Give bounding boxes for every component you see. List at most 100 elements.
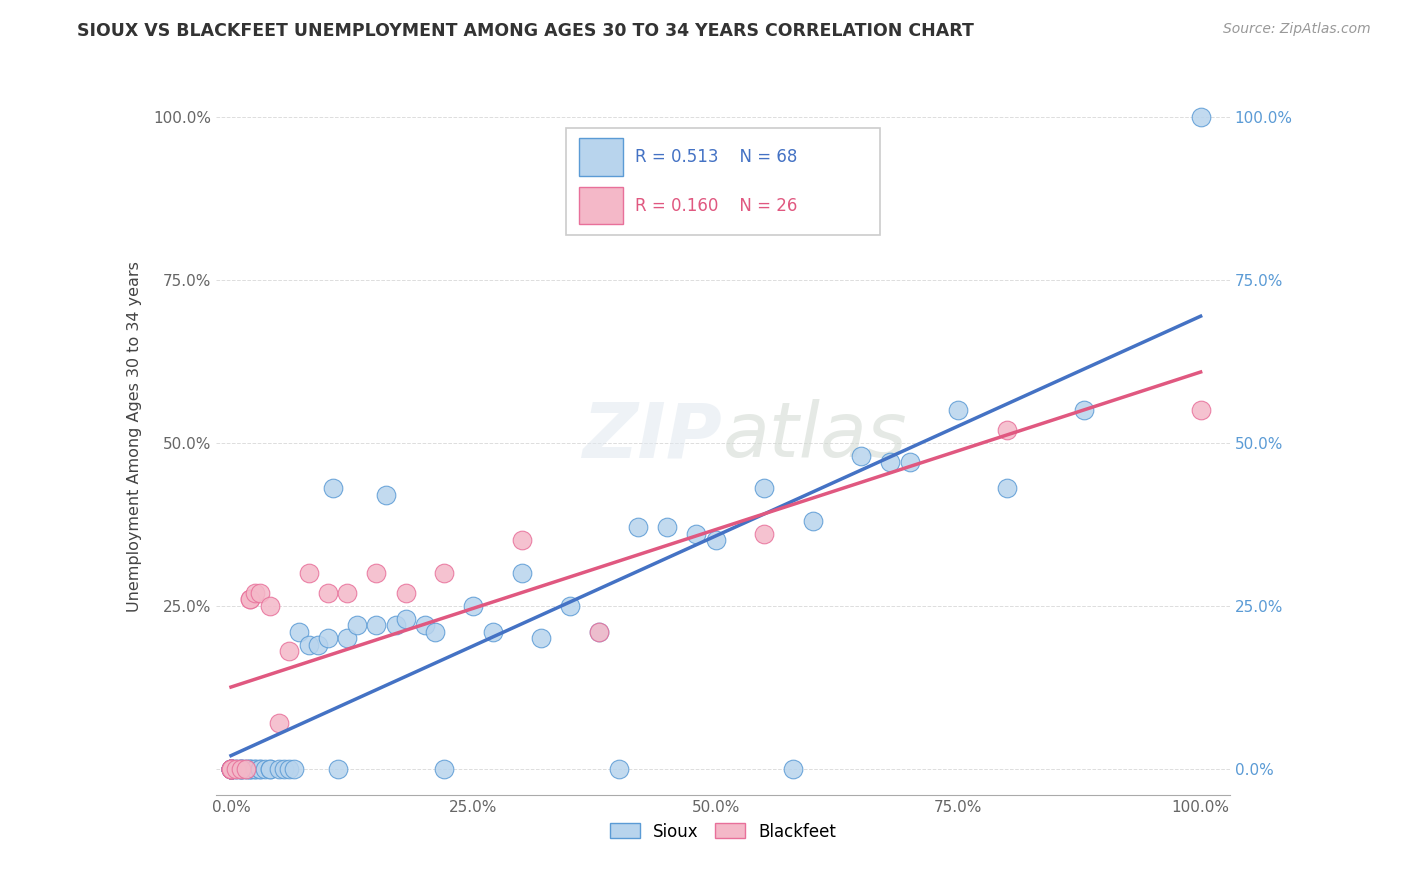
Text: R = 0.513    N = 68: R = 0.513 N = 68: [636, 148, 797, 166]
Point: [219, 762, 242, 776]
Point: [394, 612, 416, 626]
Point: [530, 631, 553, 645]
Point: [851, 449, 873, 463]
Point: [657, 520, 679, 534]
Point: [235, 762, 257, 776]
Point: [560, 599, 582, 613]
Point: [336, 585, 359, 599]
Point: [346, 618, 368, 632]
Point: [1073, 403, 1095, 417]
Point: [219, 762, 242, 776]
Point: [245, 762, 267, 776]
Point: [413, 618, 436, 632]
Point: [229, 762, 252, 776]
Point: [297, 566, 319, 580]
Point: [336, 631, 359, 645]
Point: [273, 762, 295, 776]
Text: R = 0.160    N = 26: R = 0.160 N = 26: [636, 196, 797, 215]
Point: [229, 762, 252, 776]
Point: [1189, 403, 1212, 417]
Point: [219, 762, 242, 776]
Point: [322, 481, 344, 495]
Point: [288, 624, 311, 639]
Point: [259, 599, 281, 613]
Point: [219, 762, 242, 776]
Point: [297, 638, 319, 652]
Point: [219, 762, 242, 776]
Point: [225, 762, 247, 776]
Point: [879, 455, 901, 469]
Point: [278, 762, 301, 776]
Point: [229, 762, 252, 776]
Point: [627, 520, 650, 534]
Point: [463, 599, 485, 613]
Point: [219, 762, 242, 776]
Point: [235, 762, 257, 776]
Point: [1189, 110, 1212, 124]
Point: [394, 585, 416, 599]
Point: [433, 762, 456, 776]
Legend: Sioux, Blackfeet: Sioux, Blackfeet: [603, 816, 844, 847]
Point: [219, 762, 242, 776]
Point: [326, 762, 349, 776]
Point: [510, 566, 533, 580]
Point: [366, 618, 388, 632]
Point: [316, 585, 339, 599]
Point: [235, 762, 257, 776]
Point: [219, 762, 242, 776]
Point: [229, 762, 252, 776]
Point: [898, 455, 921, 469]
Point: [249, 762, 271, 776]
Point: [995, 423, 1018, 437]
Text: atlas: atlas: [723, 399, 908, 473]
Point: [278, 644, 301, 658]
Point: [239, 592, 262, 607]
Point: [259, 762, 281, 776]
Point: [239, 592, 262, 607]
Point: [249, 585, 271, 599]
Point: [239, 762, 262, 776]
Point: [219, 762, 242, 776]
Point: [219, 762, 242, 776]
Point: [316, 631, 339, 645]
Point: [754, 481, 776, 495]
Point: [510, 533, 533, 548]
Point: [948, 403, 970, 417]
Point: [245, 762, 267, 776]
Point: [219, 762, 242, 776]
Y-axis label: Unemployment Among Ages 30 to 34 years: Unemployment Among Ages 30 to 34 years: [128, 260, 142, 612]
Point: [375, 488, 398, 502]
Point: [754, 527, 776, 541]
Point: [269, 716, 291, 731]
Point: [385, 618, 408, 632]
Point: [225, 762, 247, 776]
Point: [588, 624, 610, 639]
Point: [704, 533, 727, 548]
Point: [481, 624, 503, 639]
Point: [253, 762, 276, 776]
Point: [219, 762, 242, 776]
Text: SIOUX VS BLACKFEET UNEMPLOYMENT AMONG AGES 30 TO 34 YEARS CORRELATION CHART: SIOUX VS BLACKFEET UNEMPLOYMENT AMONG AG…: [77, 22, 974, 40]
Point: [259, 762, 281, 776]
Point: [239, 762, 262, 776]
Point: [588, 624, 610, 639]
Point: [269, 762, 291, 776]
Point: [685, 527, 707, 541]
Point: [423, 624, 446, 639]
Point: [219, 762, 242, 776]
Point: [607, 762, 630, 776]
Text: ZIP: ZIP: [583, 399, 723, 473]
Point: [307, 638, 329, 652]
Text: Source: ZipAtlas.com: Source: ZipAtlas.com: [1223, 22, 1371, 37]
Point: [366, 566, 388, 580]
Point: [229, 762, 252, 776]
Point: [225, 762, 247, 776]
Point: [245, 585, 267, 599]
Point: [782, 762, 804, 776]
Point: [249, 762, 271, 776]
Point: [433, 566, 456, 580]
Point: [283, 762, 305, 776]
Point: [219, 762, 242, 776]
Point: [239, 762, 262, 776]
Point: [801, 514, 824, 528]
